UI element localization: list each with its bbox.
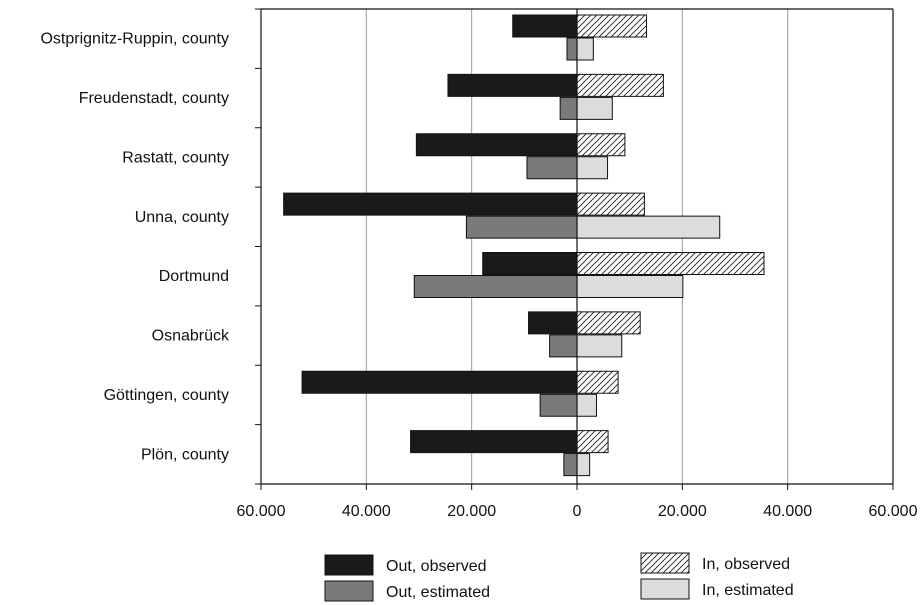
legend-swatch-0	[324, 554, 374, 576]
legend-swatch-1	[324, 580, 374, 602]
legend-label-0: Out, observed	[386, 558, 487, 575]
bar-out-observed-2	[415, 133, 578, 157]
bars-layer	[283, 14, 765, 477]
bar-out-observed-1	[447, 73, 578, 97]
bar-in-observed-5	[576, 311, 641, 335]
bar-in-observed-1	[576, 73, 664, 97]
x-tick-label-6: 60.000	[869, 503, 918, 520]
legend-label-3: In, estimated	[702, 582, 794, 599]
bar-out-observed-6	[301, 370, 578, 394]
legend-swatch-2	[640, 552, 690, 574]
bar-in-estimated-3	[576, 215, 721, 239]
bar-in-estimated-6	[576, 393, 597, 417]
x-tick-label-5: 40.000	[763, 503, 812, 520]
legend-label-1: Out, estimated	[386, 584, 490, 601]
category-label-0: Ostprignitz-Ruppin, county	[40, 31, 229, 48]
bar-in-estimated-7	[576, 453, 591, 477]
bar-in-estimated-5	[576, 334, 623, 358]
bar-in-observed-7	[576, 430, 609, 454]
bar-in-estimated-4	[576, 275, 684, 298]
bar-out-observed-7	[410, 430, 578, 454]
legend: Out, observed Out, estimated In, observed I…	[324, 552, 794, 602]
bar-in-estimated-2	[576, 156, 609, 180]
bar-in-estimated-1	[576, 96, 613, 120]
bar-out-observed-0	[512, 14, 578, 38]
category-label-4: Dortmund	[159, 268, 229, 285]
category-label-2: Rastatt, county	[122, 149, 229, 166]
bar-out-observed-5	[528, 311, 578, 335]
category-label-5: Osnabrück	[152, 328, 230, 345]
bar-in-observed-2	[576, 133, 626, 157]
x-tick-label-3: 0	[573, 503, 582, 520]
axes-layer	[255, 8, 894, 490]
bar-out-estimated-6	[539, 393, 578, 417]
bar-in-observed-3	[576, 192, 645, 216]
bar-out-estimated-1	[559, 96, 578, 120]
bar-in-estimated-0	[576, 37, 594, 61]
category-label-7: Plön, county	[141, 446, 229, 463]
bar-out-estimated-5	[549, 334, 578, 358]
bar-out-estimated-4	[413, 275, 578, 298]
legend-swatch-3	[640, 578, 690, 600]
x-tick-label-2: 20.000	[447, 503, 496, 520]
bar-out-estimated-3	[465, 215, 578, 239]
bar-out-observed-4	[482, 252, 578, 275]
labels-layer: 60.000 40.000 20.000 0 20.000 40.000 60.000 Ost…	[40, 31, 917, 520]
bar-in-observed-4	[576, 252, 765, 275]
category-label-1: Freudenstadt, county	[79, 90, 229, 107]
bar-in-observed-6	[576, 370, 619, 394]
bar-out-estimated-2	[526, 156, 578, 180]
category-label-6: Göttingen, county	[104, 387, 229, 404]
bar-out-estimated-0	[566, 37, 578, 61]
category-label-3: Unna, county	[135, 209, 229, 226]
bar-out-estimated-7	[563, 453, 578, 477]
x-tick-label-1: 40.000	[342, 503, 391, 520]
legend-label-2: In, observed	[702, 556, 790, 573]
x-tick-label-0: 60.000	[237, 503, 286, 520]
bar-out-observed-3	[283, 192, 578, 216]
x-tick-label-4: 20.000	[658, 503, 707, 520]
bar-in-observed-0	[576, 14, 648, 38]
